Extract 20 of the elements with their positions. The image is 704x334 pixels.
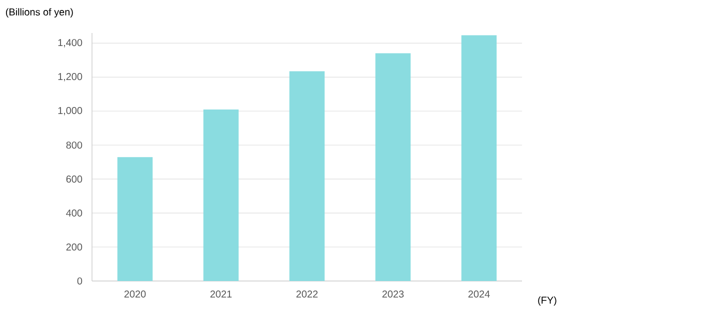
x-tick-label: 2023 (382, 290, 404, 298)
y-tick-label: 1,000 (58, 107, 82, 116)
y-tick-label: 600 (66, 176, 82, 183)
x-tick-label: 2020 (124, 290, 146, 298)
x-tick-label: 2022 (296, 290, 318, 298)
bar (203, 109, 239, 281)
bar (289, 71, 325, 281)
x-axis-title: (FY) (538, 296, 556, 306)
bar (461, 35, 497, 281)
y-tick-label: 200 (66, 244, 82, 251)
y-tick-label: 1,200 (58, 73, 82, 82)
bar (117, 157, 153, 281)
bar (375, 53, 411, 281)
y-axis-title: (Billions of yen) (6, 8, 73, 18)
x-tick-label: 2021 (210, 290, 232, 298)
y-tick-label: 400 (66, 210, 82, 217)
y-tick-label: 0 (77, 277, 82, 285)
y-tick-label: 1,400 (58, 39, 82, 48)
y-tick-label: 800 (66, 142, 82, 149)
x-tick-label: 2024 (468, 290, 490, 298)
